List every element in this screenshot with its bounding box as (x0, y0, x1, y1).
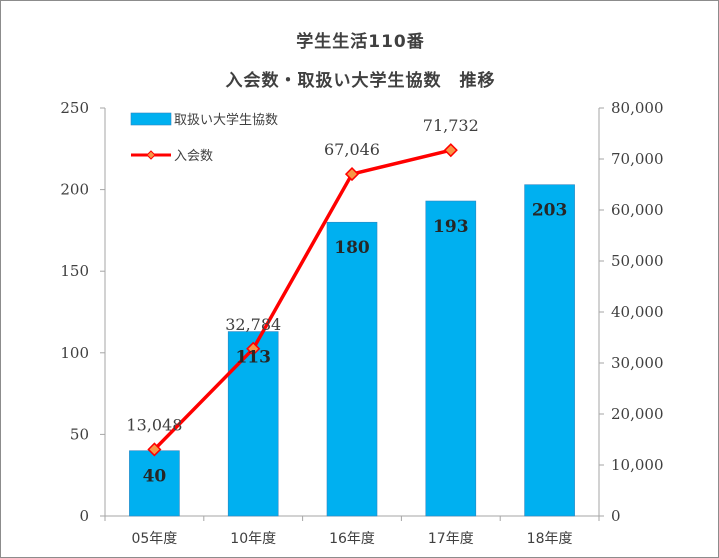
left-tick-label: 100 (60, 344, 89, 362)
line-data-label: 32,784 (225, 315, 281, 334)
right-tick-label: 60,000 (611, 201, 664, 219)
bar (326, 221, 378, 517)
bar (524, 184, 575, 517)
x-tick-label: 10年度 (230, 531, 276, 547)
bar (227, 331, 279, 517)
right-tick-label: 0 (611, 507, 621, 525)
line-point-marker (344, 167, 360, 182)
legend-line-label: 入会数 (174, 149, 213, 164)
bar-data-label: 193 (433, 217, 469, 237)
line-point-marker (443, 143, 458, 158)
x-tick-label: 05年度 (131, 531, 177, 547)
bar-data-label: 203 (532, 201, 568, 221)
right-tick-label: 20,000 (611, 405, 664, 423)
legend-line-marker (146, 150, 156, 160)
legend-bar-swatch (130, 112, 172, 126)
right-tick-label: 50,000 (611, 252, 664, 270)
right-tick-label: 80,000 (611, 99, 664, 117)
right-tick-label: 40,000 (611, 303, 664, 321)
x-tick-label: 16年度 (329, 531, 375, 547)
line-data-label: 13,048 (126, 415, 182, 434)
legend-bar-label: 取扱い大学生協数 (174, 112, 278, 128)
line-series-path (153, 148, 452, 451)
chart-title: 学生生活110番 (296, 32, 425, 52)
bar-data-label: 40 (143, 467, 167, 487)
left-tick-label: 0 (79, 507, 89, 525)
x-tick-label: 18年度 (527, 531, 573, 547)
x-tick-label: 17年度 (428, 531, 474, 547)
left-tick-label: 250 (60, 99, 89, 117)
left-tick-label: 50 (70, 425, 89, 443)
right-tick-label: 10,000 (611, 456, 664, 474)
line-point-marker (147, 442, 162, 457)
chart-subtitle: 入会数・取扱い大学生協数 推移 (225, 71, 496, 91)
line-data-label: 67,046 (324, 140, 380, 159)
left-tick-label: 200 (60, 181, 89, 199)
bar-data-label: 180 (334, 238, 370, 258)
bar (129, 450, 180, 517)
bar (425, 200, 477, 517)
right-tick-label: 30,000 (611, 354, 664, 372)
line-point-marker (246, 341, 261, 356)
left-tick-label: 150 (60, 262, 89, 280)
bar-data-label: 113 (235, 348, 271, 368)
right-tick-label: 70,000 (611, 150, 664, 168)
line-data-label: 71,732 (423, 116, 479, 135)
